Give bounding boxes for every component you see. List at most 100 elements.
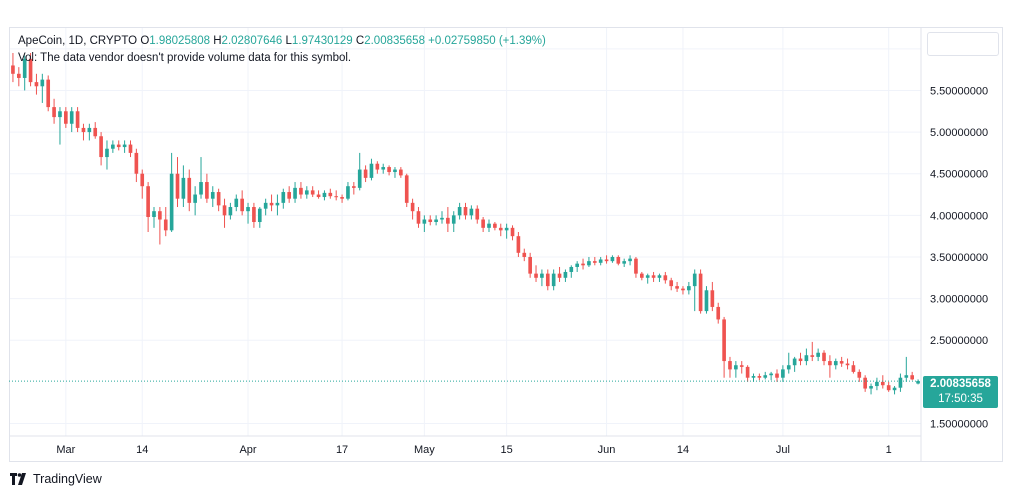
candle[interactable] xyxy=(257,207,262,228)
candle[interactable] xyxy=(540,269,544,287)
candle[interactable] xyxy=(522,248,527,262)
candle[interactable] xyxy=(175,157,180,208)
candle[interactable] xyxy=(352,182,356,195)
candle[interactable] xyxy=(152,207,156,228)
candle[interactable] xyxy=(346,182,350,201)
candle[interactable] xyxy=(340,194,344,203)
candle[interactable] xyxy=(105,140,109,170)
candle[interactable] xyxy=(916,379,920,385)
candle[interactable] xyxy=(469,205,474,220)
candle[interactable] xyxy=(698,269,703,314)
candle[interactable] xyxy=(751,373,756,382)
candle[interactable] xyxy=(111,140,115,153)
candle[interactable] xyxy=(857,369,862,382)
candle[interactable] xyxy=(222,198,227,228)
candle[interactable] xyxy=(58,107,62,145)
candle[interactable] xyxy=(504,223,509,239)
candle[interactable] xyxy=(493,222,497,231)
candle[interactable] xyxy=(87,123,92,141)
candle[interactable] xyxy=(304,186,309,199)
candle[interactable] xyxy=(657,273,662,282)
candle[interactable] xyxy=(775,369,779,382)
candle[interactable] xyxy=(904,356,909,382)
candle[interactable] xyxy=(498,223,503,237)
candle[interactable] xyxy=(422,215,427,232)
candle[interactable] xyxy=(93,122,98,139)
candle[interactable] xyxy=(804,348,809,366)
candle[interactable] xyxy=(187,169,192,212)
candle[interactable] xyxy=(516,232,521,257)
candle[interactable] xyxy=(228,202,233,220)
candle[interactable] xyxy=(839,356,844,367)
candle[interactable] xyxy=(716,302,721,324)
candle[interactable] xyxy=(457,202,462,220)
candle[interactable] xyxy=(146,182,150,232)
candle[interactable] xyxy=(687,281,691,295)
candle[interactable] xyxy=(745,365,750,382)
candle[interactable] xyxy=(287,186,291,203)
candle[interactable] xyxy=(651,271,656,282)
candle[interactable] xyxy=(634,256,638,278)
candle[interactable] xyxy=(739,361,744,374)
price-scale-settings-box[interactable] xyxy=(927,32,999,56)
candle[interactable] xyxy=(869,383,873,395)
candle[interactable] xyxy=(663,271,668,284)
candle[interactable] xyxy=(158,207,162,245)
candle[interactable] xyxy=(16,67,21,87)
candle[interactable] xyxy=(845,358,850,370)
candle[interactable] xyxy=(892,386,897,395)
candle[interactable] xyxy=(116,140,121,151)
candle[interactable] xyxy=(357,152,362,191)
candle[interactable] xyxy=(798,352,803,366)
candle[interactable] xyxy=(610,255,615,263)
candle[interactable] xyxy=(199,157,203,199)
candle[interactable] xyxy=(769,371,773,381)
candle[interactable] xyxy=(528,252,532,278)
candle[interactable] xyxy=(387,165,391,176)
candle[interactable] xyxy=(193,186,197,216)
candle[interactable] xyxy=(481,217,485,232)
candle[interactable] xyxy=(322,190,327,201)
candle[interactable] xyxy=(628,255,632,266)
candle[interactable] xyxy=(851,361,856,374)
candle[interactable] xyxy=(216,188,221,212)
candle[interactable] xyxy=(11,52,15,83)
candle[interactable] xyxy=(598,256,603,266)
candle[interactable] xyxy=(399,167,403,178)
candle[interactable] xyxy=(46,75,51,112)
candle[interactable] xyxy=(446,207,450,232)
candle[interactable] xyxy=(22,55,27,91)
candle[interactable] xyxy=(810,341,815,362)
candle[interactable] xyxy=(763,371,768,380)
candle[interactable] xyxy=(99,132,103,166)
candle[interactable] xyxy=(75,107,80,133)
candle[interactable] xyxy=(734,361,738,378)
candle[interactable] xyxy=(240,190,244,216)
candle[interactable] xyxy=(281,188,286,209)
candle[interactable] xyxy=(64,107,68,128)
candle[interactable] xyxy=(581,258,585,270)
candle[interactable] xyxy=(786,352,791,374)
candle[interactable] xyxy=(451,211,456,232)
chart-frame[interactable] xyxy=(9,27,1003,462)
candle[interactable] xyxy=(898,373,903,392)
candle[interactable] xyxy=(316,190,321,199)
candle[interactable] xyxy=(792,356,797,372)
candle[interactable] xyxy=(310,186,315,198)
candle[interactable] xyxy=(645,273,650,284)
candle[interactable] xyxy=(534,265,538,282)
candle[interactable] xyxy=(410,198,415,220)
candle[interactable] xyxy=(757,373,762,381)
candle[interactable] xyxy=(263,198,268,216)
candle[interactable] xyxy=(381,163,386,174)
candle[interactable] xyxy=(169,152,174,232)
candle[interactable] xyxy=(122,140,127,153)
candle[interactable] xyxy=(252,202,256,228)
candle[interactable] xyxy=(128,140,133,158)
candle[interactable] xyxy=(722,316,726,378)
candle[interactable] xyxy=(210,186,215,208)
candle[interactable] xyxy=(81,123,86,141)
candle[interactable] xyxy=(557,266,562,282)
candle[interactable] xyxy=(375,161,380,174)
